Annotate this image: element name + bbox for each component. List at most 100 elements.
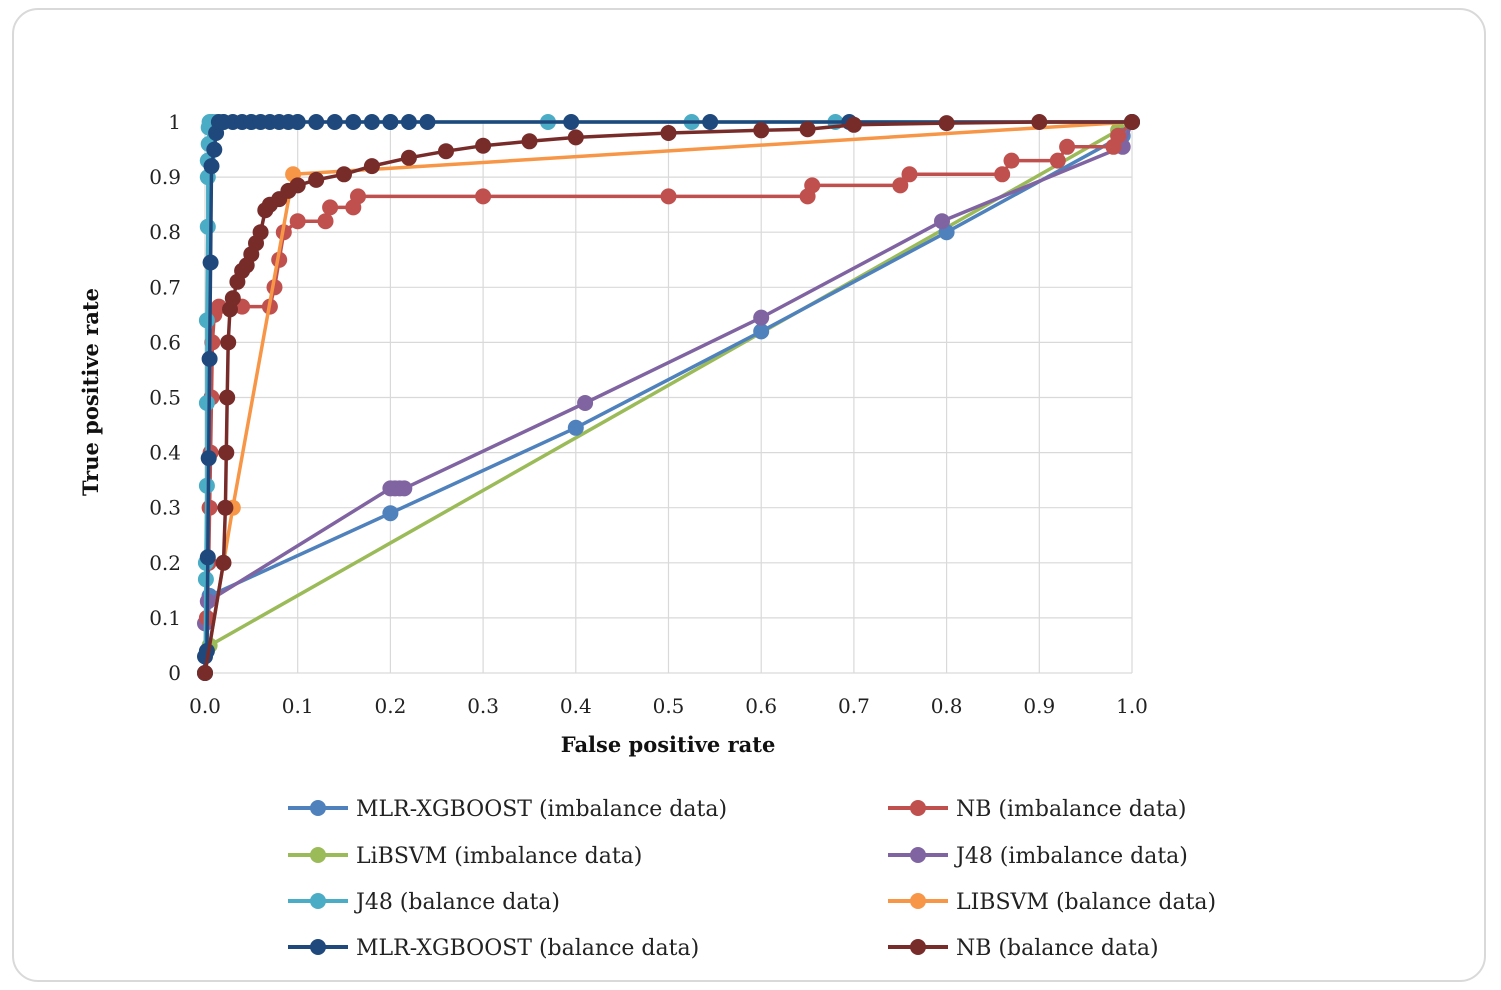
legend-marker bbox=[310, 939, 326, 955]
figure-frame bbox=[12, 8, 1486, 982]
legend-label: MLR-XGBOOST (imbalance data) bbox=[356, 797, 727, 822]
data-point bbox=[475, 137, 492, 154]
data-point bbox=[901, 166, 918, 183]
data-point bbox=[201, 350, 218, 367]
data-point bbox=[753, 122, 770, 139]
data-point bbox=[203, 158, 220, 175]
data-point bbox=[218, 444, 235, 461]
legend-item: LiBSVM (imbalance data) bbox=[288, 844, 642, 869]
x-axis-title: False positive rate bbox=[561, 732, 776, 757]
y-tick-label: 0.9 bbox=[149, 165, 181, 189]
x-tick-label: 0.0 bbox=[189, 694, 221, 718]
data-point bbox=[198, 312, 215, 329]
data-point bbox=[892, 177, 909, 194]
data-point bbox=[396, 480, 413, 497]
legend-marker bbox=[910, 893, 926, 909]
data-point bbox=[753, 309, 770, 326]
legend-label: LiBSVM (imbalance data) bbox=[356, 844, 642, 869]
x-tick-label: 0.2 bbox=[374, 694, 406, 718]
legend-item: NB (imbalance data) bbox=[888, 797, 1186, 822]
legend: MLR-XGBOOST (imbalance data) NB (imbalanc… bbox=[288, 797, 1216, 961]
data-point bbox=[660, 188, 677, 205]
data-point bbox=[219, 389, 236, 406]
data-point bbox=[206, 141, 223, 158]
x-tick-label: 0.7 bbox=[838, 694, 870, 718]
data-point bbox=[419, 114, 436, 130]
legend-item: J48 (balance data) bbox=[288, 890, 560, 915]
x-tick-label: 0.6 bbox=[745, 694, 777, 718]
data-point bbox=[220, 334, 237, 351]
data-point bbox=[322, 199, 339, 216]
data-point bbox=[1059, 138, 1076, 155]
data-point bbox=[660, 125, 677, 141]
series-layer bbox=[197, 114, 1140, 681]
data-point bbox=[202, 254, 219, 271]
legend-label: J48 (balance data) bbox=[354, 890, 560, 915]
y-tick-label: 0.2 bbox=[149, 551, 181, 575]
grid bbox=[204, 121, 1133, 674]
x-tick-label: 0.5 bbox=[653, 694, 685, 718]
data-point bbox=[382, 505, 399, 522]
data-point bbox=[289, 114, 306, 130]
legend-marker bbox=[310, 893, 326, 909]
data-point bbox=[197, 665, 213, 681]
y-tick-label: 0 bbox=[168, 661, 181, 685]
data-point bbox=[317, 213, 334, 230]
y-tick-label: 1 bbox=[168, 110, 181, 134]
data-point bbox=[1003, 152, 1020, 169]
data-point bbox=[438, 143, 454, 160]
legend-item: LIBSVM (balance data) bbox=[888, 890, 1216, 915]
legend-label: LIBSVM (balance data) bbox=[956, 890, 1216, 915]
legend-marker bbox=[910, 847, 926, 863]
data-point bbox=[289, 177, 306, 194]
y-tick-label: 0.5 bbox=[149, 386, 181, 410]
legend-label: J48 (imbalance data) bbox=[954, 844, 1188, 869]
data-point bbox=[350, 188, 366, 205]
data-point bbox=[198, 395, 215, 411]
legend-marker bbox=[910, 939, 926, 955]
data-point bbox=[1124, 114, 1140, 130]
data-point bbox=[994, 166, 1011, 183]
x-tick-label: 0.1 bbox=[282, 694, 314, 718]
data-point bbox=[217, 499, 234, 516]
data-point bbox=[308, 171, 325, 188]
data-point bbox=[326, 114, 343, 130]
data-point bbox=[1049, 152, 1066, 169]
data-point bbox=[345, 114, 362, 130]
data-point bbox=[289, 213, 306, 230]
legend-label: NB (balance data) bbox=[956, 936, 1159, 961]
y-tick-label: 0.3 bbox=[149, 496, 181, 520]
data-point bbox=[804, 177, 821, 194]
data-point bbox=[567, 419, 584, 436]
data-point bbox=[308, 114, 325, 130]
data-point bbox=[753, 323, 770, 340]
data-point bbox=[567, 129, 584, 146]
data-point bbox=[215, 554, 232, 571]
x-tick-label: 0.9 bbox=[1023, 694, 1055, 718]
data-point bbox=[1031, 114, 1048, 130]
legend-marker bbox=[910, 800, 926, 816]
data-point bbox=[475, 188, 492, 205]
data-point bbox=[799, 121, 816, 138]
y-tick-label: 0.8 bbox=[149, 220, 181, 244]
data-point bbox=[521, 133, 538, 150]
data-point bbox=[200, 450, 217, 467]
data-point bbox=[252, 224, 269, 241]
legend-marker bbox=[310, 800, 326, 816]
data-point bbox=[845, 116, 862, 133]
data-point bbox=[199, 549, 216, 566]
y-tick-label: 0.6 bbox=[149, 330, 181, 354]
data-point bbox=[400, 114, 417, 130]
data-point bbox=[702, 114, 719, 130]
legend-label: NB (imbalance data) bbox=[956, 797, 1186, 822]
legend-marker bbox=[310, 847, 326, 863]
data-point bbox=[563, 114, 580, 130]
legend-item: MLR-XGBOOST (imbalance data) bbox=[288, 797, 727, 822]
data-point bbox=[938, 115, 955, 132]
series-7 bbox=[197, 114, 1140, 681]
legend-item: MLR-XGBOOST (balance data) bbox=[288, 936, 699, 961]
x-tick-label: 0.3 bbox=[467, 694, 499, 718]
data-point bbox=[382, 114, 399, 130]
y-tick-label: 0.1 bbox=[149, 606, 181, 630]
